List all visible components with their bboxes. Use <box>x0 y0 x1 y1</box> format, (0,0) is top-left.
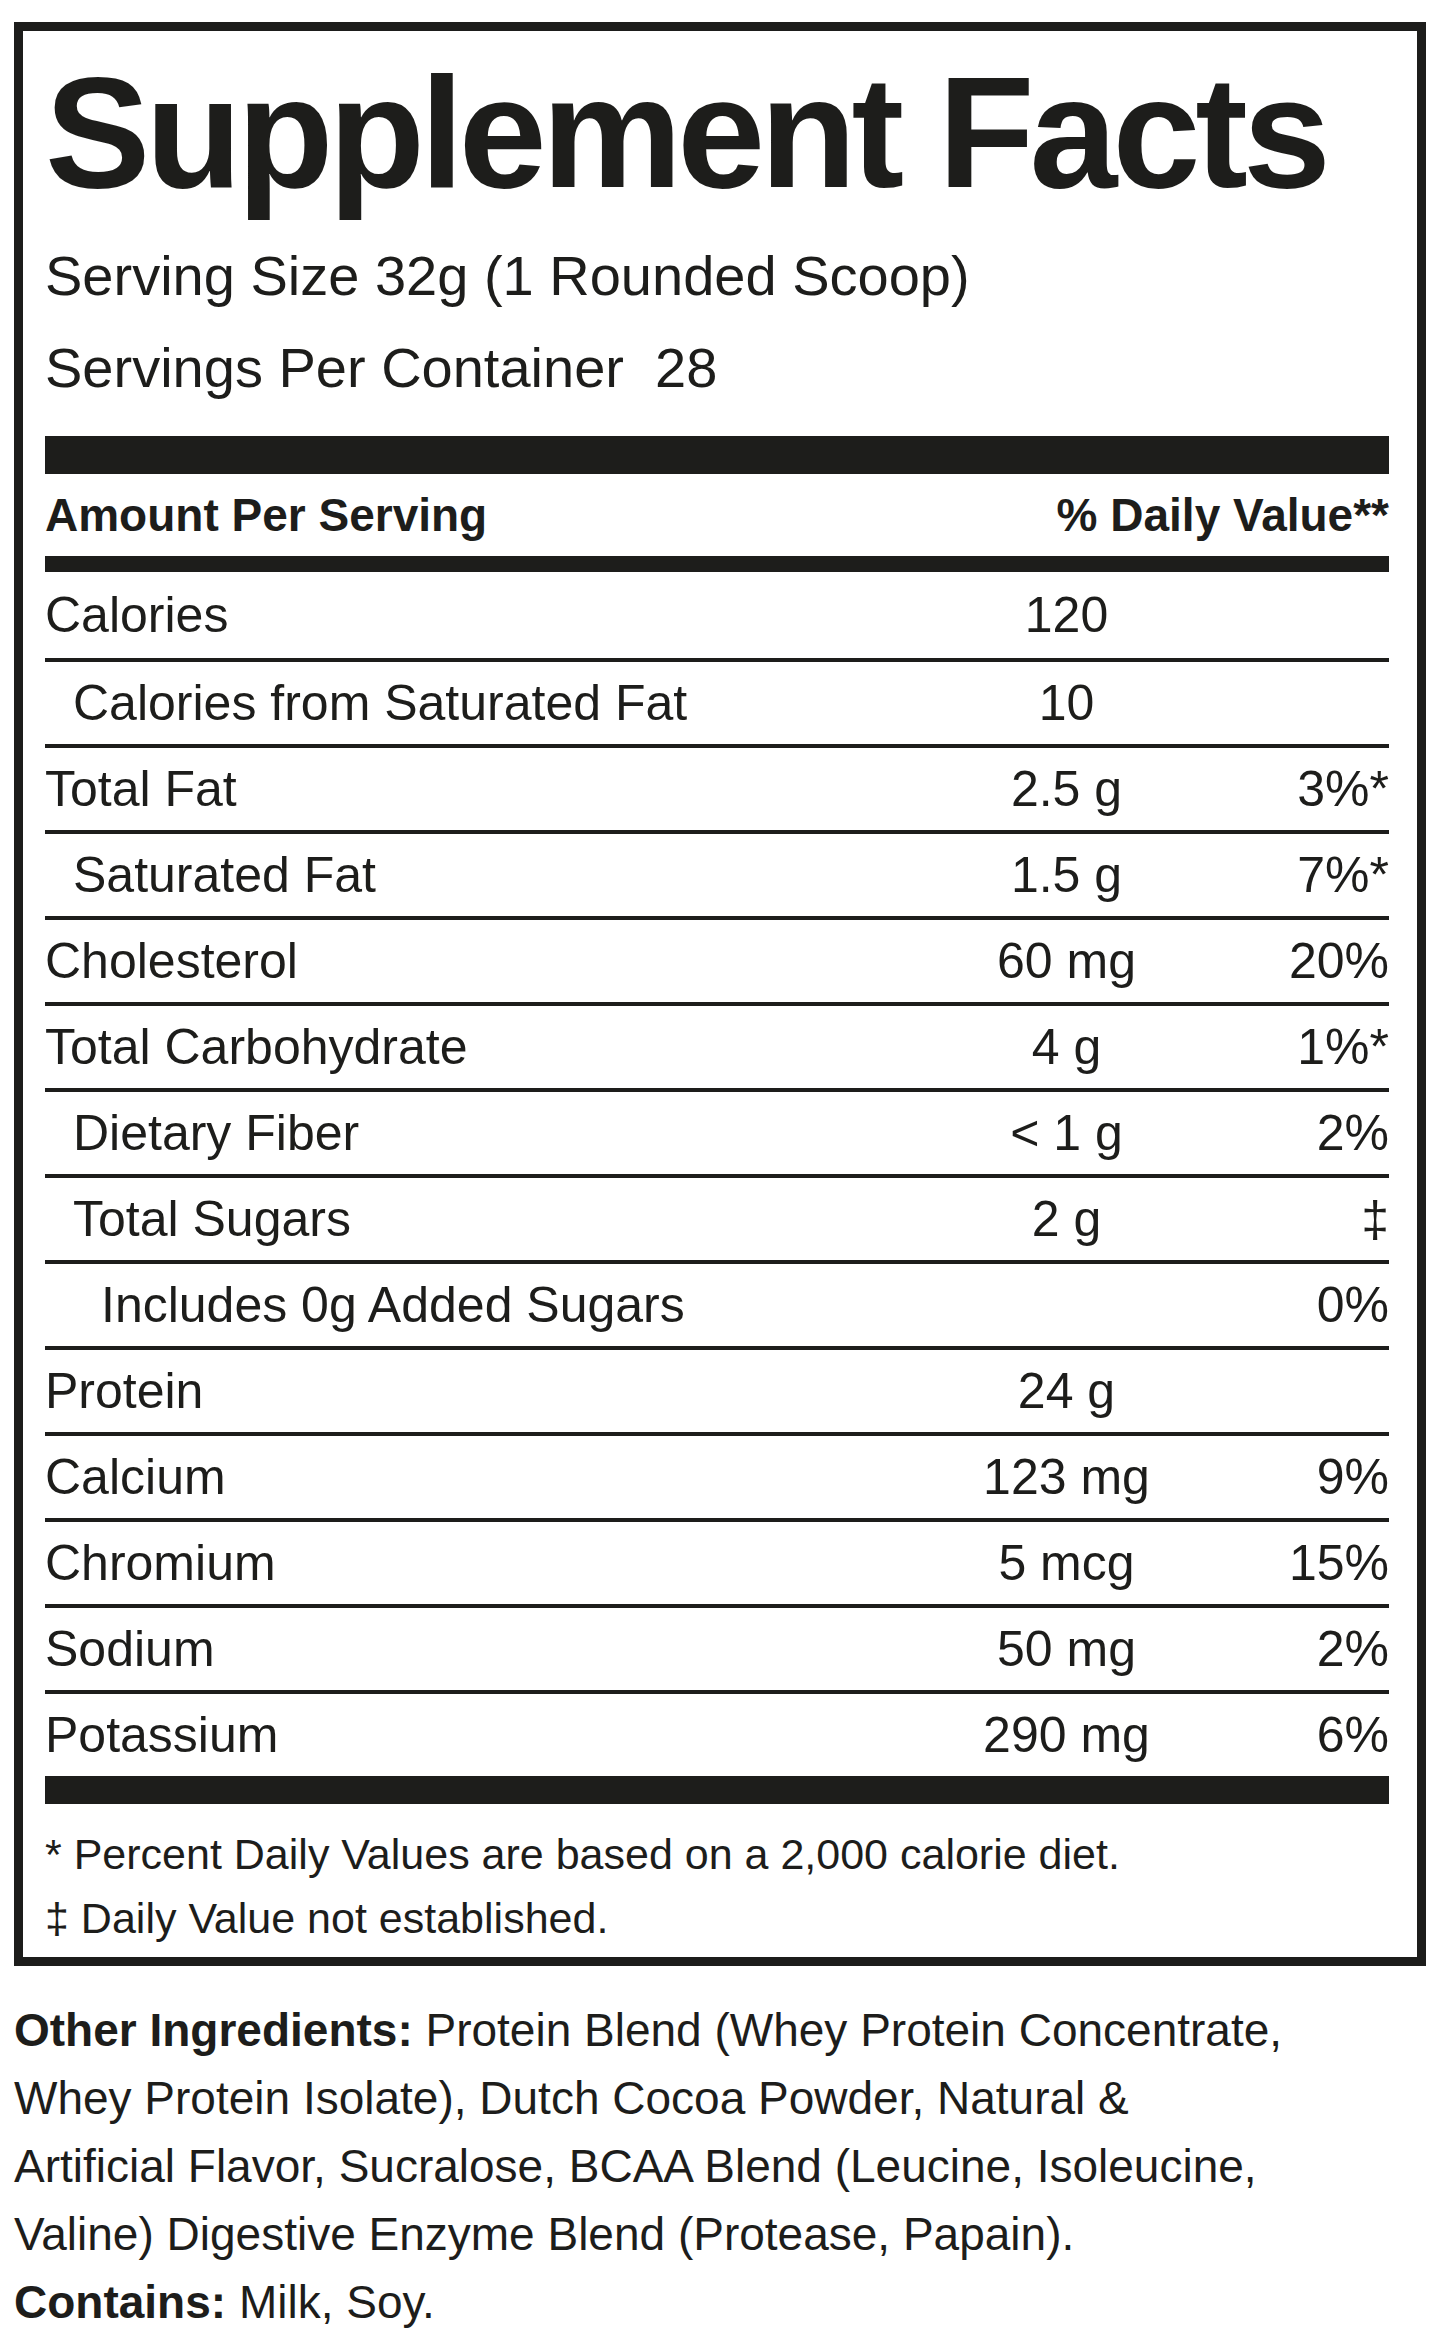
row-label: Calories <box>45 586 934 644</box>
footnotes: * Percent Daily Values are based on a 2,… <box>45 1822 1389 1950</box>
contains-lead: Contains: <box>14 2276 226 2328</box>
divider-bar-header <box>45 556 1389 572</box>
row-amount: 4 g <box>934 1018 1199 1076</box>
row-dv: 2% <box>1199 1104 1389 1162</box>
table-row: Cholesterol60 mg20% <box>45 916 1389 1002</box>
row-dv: 0% <box>1199 1276 1389 1334</box>
servings-per-container-line: Servings Per Container 28 <box>45 322 1389 414</box>
row-amount: 50 mg <box>934 1620 1199 1678</box>
footnote-line: ‡ Daily Value not established. <box>45 1886 1389 1950</box>
row-amount: 60 mg <box>934 932 1199 990</box>
table-row: Total Carbohydrate4 g1%* <box>45 1002 1389 1088</box>
contains-statement: Contains: Milk, Soy. <box>14 2268 1422 2336</box>
other-ingredients-line: Protein Blend (Whey Protein Concentrate, <box>413 2004 1282 2056</box>
row-label: Sodium <box>45 1620 934 1678</box>
row-amount: 2.5 g <box>934 760 1199 818</box>
row-label: Includes 0g Added Sugars <box>45 1276 934 1334</box>
row-amount: < 1 g <box>934 1104 1199 1162</box>
row-dv: ‡ <box>1199 1190 1389 1248</box>
table-row: Chromium5 mcg15% <box>45 1518 1389 1604</box>
row-dv: 6% <box>1199 1706 1389 1764</box>
row-label: Protein <box>45 1362 934 1420</box>
row-label: Chromium <box>45 1534 934 1592</box>
row-label: Calories from Saturated Fat <box>45 674 934 732</box>
page: { "title": "Supplement Facts", "serving"… <box>0 0 1445 2342</box>
other-ingredients-line: Artificial Flavor, Sucralose, BCAA Blend… <box>14 2132 1422 2200</box>
row-amount: 120 <box>934 586 1199 644</box>
facts-rows: Calories120Calories from Saturated Fat10… <box>45 572 1389 1776</box>
other-ingredients-line: Valine) Digestive Enzyme Blend (Protease… <box>14 2200 1422 2268</box>
row-amount: 10 <box>934 674 1199 732</box>
row-label: Dietary Fiber <box>45 1104 934 1162</box>
table-row: Calories120 <box>45 572 1389 658</box>
amount-header-row: Amount Per Serving % Daily Value** <box>45 474 1389 556</box>
table-row: Total Fat2.5 g3%* <box>45 744 1389 830</box>
table-row: Calcium123 mg9% <box>45 1432 1389 1518</box>
table-row: Saturated Fat1.5 g7%* <box>45 830 1389 916</box>
row-label: Total Sugars <box>45 1190 934 1248</box>
row-dv: 15% <box>1199 1534 1389 1592</box>
divider-bar-footer <box>45 1776 1389 1804</box>
row-amount: 5 mcg <box>934 1534 1199 1592</box>
serving-size-line: Serving Size 32g (1 Rounded Scoop) <box>45 230 1389 322</box>
daily-value-label: % Daily Value** <box>1057 488 1389 542</box>
row-dv: 20% <box>1199 932 1389 990</box>
row-amount: 123 mg <box>934 1448 1199 1506</box>
table-row: Sodium50 mg2% <box>45 1604 1389 1690</box>
table-row: Total Sugars2 g‡ <box>45 1174 1389 1260</box>
contains-rest: Milk, Soy. <box>226 2276 435 2328</box>
row-amount: 2 g <box>934 1190 1199 1248</box>
row-label: Total Fat <box>45 760 934 818</box>
table-row: Potassium290 mg6% <box>45 1690 1389 1776</box>
panel-title: Supplement Facts <box>45 49 1389 216</box>
table-row: Protein24 g <box>45 1346 1389 1432</box>
other-ingredients: Other Ingredients: Protein Blend (Whey P… <box>14 1996 1422 2336</box>
row-dv: 9% <box>1199 1448 1389 1506</box>
row-label: Saturated Fat <box>45 846 934 904</box>
row-dv: 7%* <box>1199 846 1389 904</box>
row-amount: 290 mg <box>934 1706 1199 1764</box>
serving-info: Serving Size 32g (1 Rounded Scoop) Servi… <box>45 230 1389 414</box>
other-ingredients-lines: Whey Protein Isolate), Dutch Cocoa Powde… <box>14 2064 1422 2268</box>
footnote-line: * Percent Daily Values are based on a 2,… <box>45 1822 1389 1886</box>
supplement-facts-panel: Supplement Facts Serving Size 32g (1 Rou… <box>14 22 1426 1966</box>
table-row: Includes 0g Added Sugars 0% <box>45 1260 1389 1346</box>
divider-bar-top <box>45 436 1389 474</box>
row-dv: 2% <box>1199 1620 1389 1678</box>
row-amount: 1.5 g <box>934 846 1199 904</box>
row-label: Potassium <box>45 1706 934 1764</box>
amount-per-serving-label: Amount Per Serving <box>45 488 487 542</box>
other-ingredients-line: Whey Protein Isolate), Dutch Cocoa Powde… <box>14 2064 1422 2132</box>
row-amount: 24 g <box>934 1362 1199 1420</box>
row-label: Total Carbohydrate <box>45 1018 934 1076</box>
row-dv: 1%* <box>1199 1018 1389 1076</box>
table-row: Dietary Fiber< 1 g2% <box>45 1088 1389 1174</box>
table-row: Calories from Saturated Fat10 <box>45 658 1389 744</box>
other-ingredients-lead: Other Ingredients: <box>14 2004 413 2056</box>
row-label: Calcium <box>45 1448 934 1506</box>
row-dv: 3%* <box>1199 760 1389 818</box>
row-label: Cholesterol <box>45 932 934 990</box>
